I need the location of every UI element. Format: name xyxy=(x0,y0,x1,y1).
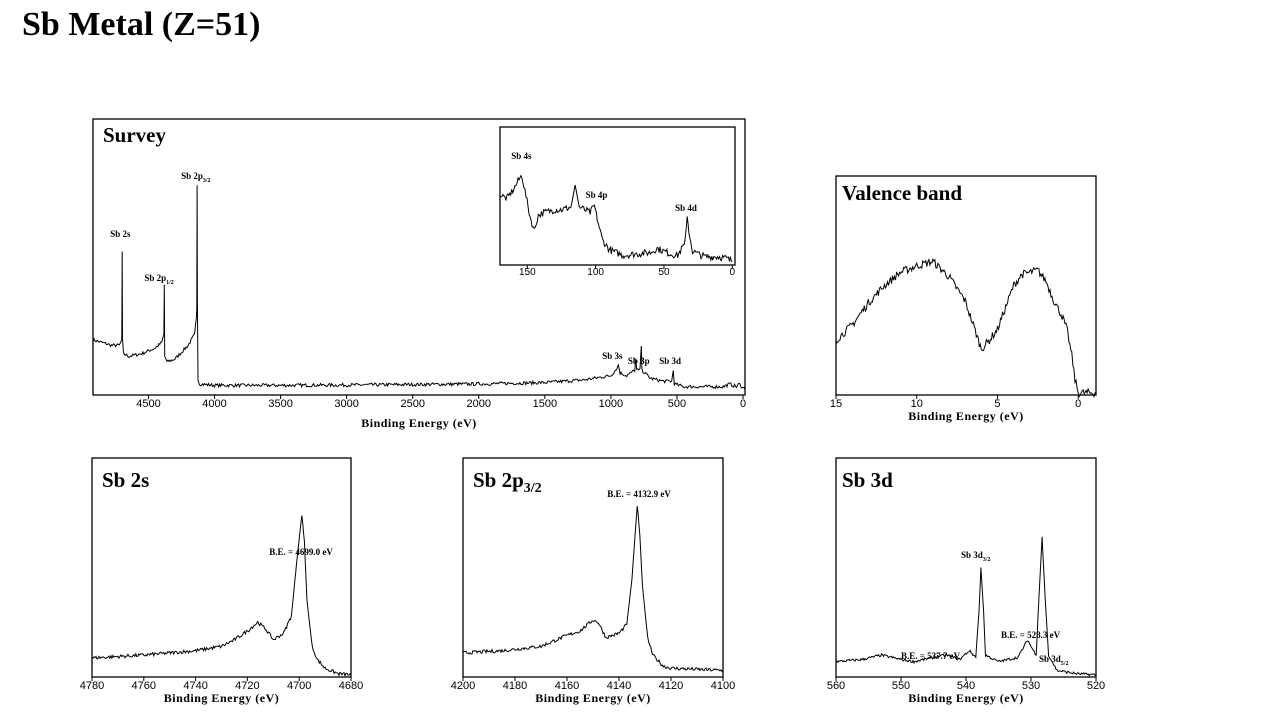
x-tick-label: 4720 xyxy=(235,680,260,692)
x-tick-label: 4700 xyxy=(286,680,312,692)
label-main: B.E. = 537.7 eV xyxy=(901,651,961,662)
label-main: Valence band xyxy=(842,181,963,205)
sb3d-peak-annotation: Sb 3d3/2 xyxy=(961,550,990,563)
survey-peak-annotation: Sb 2p3/2 xyxy=(181,171,210,184)
x-tick-label: 1500 xyxy=(532,398,558,410)
x-tick-label: 50 xyxy=(658,267,670,278)
label-main: Sb 2s xyxy=(110,229,131,240)
survey-peak-annotation: Sb 3d xyxy=(659,356,681,366)
x-tick-label: 500 xyxy=(667,398,687,410)
sb3d-x-axis-label: Binding Energy (eV) xyxy=(908,691,1024,705)
sb2s-peak-annotation: B.E. = 4699.0 eV xyxy=(269,547,333,557)
x-tick-label: 520 xyxy=(1086,680,1106,692)
x-tick-label: 15 xyxy=(829,398,843,410)
label-main: Sb 3p xyxy=(627,356,650,367)
sb2s-plot-frame xyxy=(91,457,352,678)
sb2p32-plot-title: Sb 2p3/2 xyxy=(473,468,542,497)
inset-spectrum-line xyxy=(499,174,733,263)
x-tick-label: 4200 xyxy=(450,680,476,692)
label-main: Sb 2p xyxy=(144,272,167,283)
label-main: Sb 3d xyxy=(1039,654,1061,665)
x-tick-label: 0 xyxy=(739,398,747,410)
x-tick-label: 2500 xyxy=(400,398,425,410)
x-tick-label: 0 xyxy=(1075,398,1082,410)
inset-peak-annotation: Sb 4p xyxy=(586,190,608,200)
survey-peak-annotation: Sb 3s xyxy=(602,351,622,361)
sb2p32-plot-frame xyxy=(462,457,724,678)
label-main: Sb 2p xyxy=(181,171,203,182)
survey-peak-annotation: Sb 3p xyxy=(628,356,650,366)
valence-plot-title: Valence band xyxy=(842,181,962,206)
sb3d-peak-annotation: Sb 3d5/2 xyxy=(1039,654,1068,667)
x-tick-label: 550 xyxy=(891,680,911,692)
valence-x-axis-label: Binding Energy (eV) xyxy=(908,409,1024,423)
x-tick-label: 3500 xyxy=(268,398,293,410)
x-tick-label: 2000 xyxy=(466,398,492,410)
sb2s-plot-title: Sb 2s xyxy=(102,468,149,493)
label-main: Sb 4s xyxy=(511,151,532,162)
survey-peak-annotation: Sb 2s xyxy=(110,229,130,239)
label-main: Sb 3d xyxy=(659,356,682,367)
x-tick-label: 10 xyxy=(910,398,923,410)
x-tick-label: 4680 xyxy=(338,680,364,692)
label-sub: 3/2 xyxy=(982,556,991,563)
sb2p32-peak-annotation: B.E. = 4132.9 eV xyxy=(607,489,671,499)
sb2p32-spectrum-line xyxy=(462,506,724,673)
x-tick-label: 560 xyxy=(826,680,846,692)
label-sub: 5/2 xyxy=(1060,661,1069,668)
label-main: Survey xyxy=(103,123,166,147)
label-sub: 3/2 xyxy=(523,481,542,497)
x-tick-label: 5 xyxy=(994,398,1001,410)
label-main: Sb 3d xyxy=(842,468,893,492)
inset-plot-frame xyxy=(499,126,736,266)
x-tick-label: 4140 xyxy=(606,680,632,692)
sb3d-spectrum-line xyxy=(835,536,1097,677)
x-tick-label: 4120 xyxy=(658,680,684,692)
survey-peak-annotation: Sb 2p1/2 xyxy=(144,273,173,286)
sb3d-plot-title: Sb 3d xyxy=(842,468,893,493)
label-main: B.E. = 4699.0 eV xyxy=(269,547,333,558)
page-title: Sb Metal (Z=51) xyxy=(22,6,261,43)
inset-peak-annotation: Sb 4d xyxy=(675,203,697,213)
label-sub: 1/2 xyxy=(166,279,174,286)
x-tick-label: 0 xyxy=(729,267,736,278)
x-tick-label: 540 xyxy=(956,680,976,692)
inset-peak-annotation: Sb 4s xyxy=(511,151,531,161)
label-main: Sb 2p xyxy=(473,468,524,492)
survey-spectrum-line xyxy=(92,185,746,390)
label-main: B.E. = 528.3 eV xyxy=(1001,630,1061,641)
x-tick-label: 4160 xyxy=(554,680,580,692)
label-sub: 3/2 xyxy=(202,178,211,185)
survey-x-axis-label: Binding Energy (eV) xyxy=(361,416,477,430)
sb2p32-x-axis-label: Binding Energy (eV) xyxy=(535,691,651,705)
x-tick-label: 1000 xyxy=(598,398,624,410)
x-tick-label: 3000 xyxy=(334,398,359,410)
x-tick-label: 4000 xyxy=(202,398,227,410)
sb3d-peak-annotation: B.E. = 537.7 eV xyxy=(901,651,960,661)
x-tick-label: 4740 xyxy=(183,680,208,692)
sb2s-spectrum-line xyxy=(91,515,352,678)
x-tick-label: 530 xyxy=(1021,680,1041,692)
survey-plot-frame xyxy=(92,118,746,396)
survey-plot-title: Survey xyxy=(103,123,166,148)
x-tick-label: 100 xyxy=(587,267,604,278)
label-main: Sb 3d xyxy=(960,549,983,560)
label-main: Sb 4p xyxy=(585,189,608,200)
valence-plot-frame xyxy=(835,175,1097,396)
x-tick-label: 4760 xyxy=(131,680,157,692)
label-main: Sb 3s xyxy=(602,350,623,361)
x-tick-label: 150 xyxy=(518,267,536,278)
x-tick-label: 4500 xyxy=(136,398,161,410)
x-tick-label: 4180 xyxy=(502,680,528,692)
label-main: Sb 2s xyxy=(102,468,150,492)
valence-spectrum-line xyxy=(835,257,1097,398)
x-tick-label: 4100 xyxy=(710,680,736,692)
sb3d-peak-annotation: B.E. = 528.3 eV xyxy=(1001,630,1060,640)
sb2s-x-axis-label: Binding Energy (eV) xyxy=(163,691,280,705)
label-main: Sb 4d xyxy=(675,203,697,214)
x-tick-label: 4780 xyxy=(79,680,105,692)
label-main: B.E. = 4132.9 eV xyxy=(607,489,671,500)
